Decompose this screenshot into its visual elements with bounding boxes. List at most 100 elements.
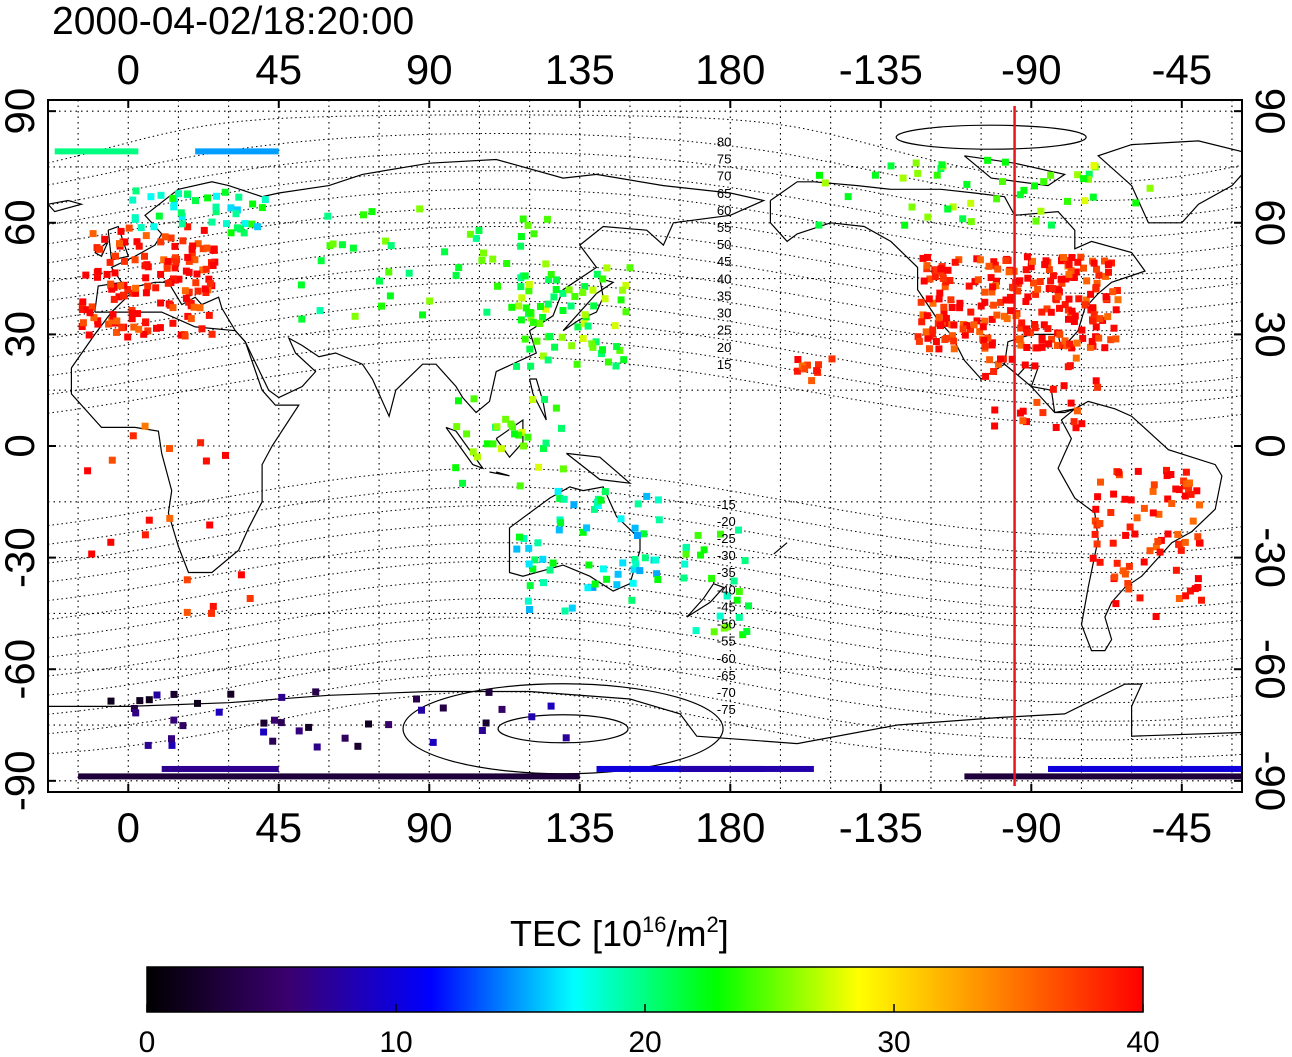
tec-cell: [533, 337, 541, 345]
tec-cell: [128, 309, 136, 317]
tec-cell: [1105, 268, 1112, 276]
tec-cell: [295, 727, 303, 735]
tec-cell: [1075, 295, 1083, 303]
tec-cell: [498, 705, 506, 713]
tec-cell: [1096, 558, 1104, 566]
tec-cell: [634, 532, 641, 539]
tec-cell: [967, 325, 974, 333]
tec-cell: [1008, 296, 1016, 304]
tec-cell: [1044, 325, 1052, 333]
tec-cell: [1091, 530, 1099, 538]
tec-cell: [1152, 613, 1160, 620]
tec-cell: [117, 282, 125, 290]
tec-cell: [1131, 530, 1139, 538]
lon-label-bottom: 0: [117, 804, 140, 851]
tec-cell: [156, 324, 164, 332]
tec-cell: [993, 311, 1001, 319]
tec-cell: [130, 705, 138, 712]
tec-cell: [271, 716, 278, 724]
tec-cell: [976, 256, 984, 264]
tec-cell: [559, 307, 567, 314]
tec-cell: [1022, 298, 1030, 305]
tec-cell: [828, 355, 836, 363]
tec-cell: [489, 255, 497, 263]
tec-cell: [933, 171, 941, 179]
tec-cell: [515, 431, 523, 439]
tec-cell: [919, 254, 927, 262]
tec-cell: [551, 343, 559, 351]
tec-cell: [1012, 312, 1020, 320]
tec-cell: [144, 282, 152, 290]
tec-cell: [1056, 304, 1063, 312]
tec-cell: [537, 303, 544, 310]
tec-cell: [654, 576, 662, 583]
tec-cell: [617, 515, 625, 523]
coastline-segment: [445, 426, 485, 470]
tec-cell: [237, 571, 245, 579]
tec-cell: [108, 317, 116, 325]
tec-cell: [942, 319, 950, 327]
tec-cell: [535, 463, 543, 471]
contour-label: 55: [717, 220, 731, 235]
tec-cell: [192, 279, 200, 287]
tec-cell: [735, 588, 743, 595]
tec-cell: [82, 271, 90, 279]
tec-cell: [170, 203, 178, 211]
tec-cell: [956, 304, 964, 312]
tec-cell: [511, 430, 519, 438]
tec-cell: [78, 306, 86, 313]
lon-label-top: 180: [695, 46, 765, 93]
tec-cell: [1024, 274, 1032, 282]
tec-cell: [508, 303, 516, 311]
tec-cell: [723, 592, 731, 600]
tec-cell: [603, 575, 611, 583]
magnetic-contour: [48, 523, 1242, 592]
tec-cell: [935, 295, 943, 303]
tec-cell: [697, 551, 704, 559]
tec-cell: [452, 271, 460, 279]
tec-cell: [1194, 575, 1202, 583]
tec-cell: [201, 285, 209, 293]
tec-cell: [1068, 254, 1076, 261]
tec-cell: [386, 292, 394, 300]
tec-cell: [1023, 328, 1031, 336]
tec-cell: [619, 559, 627, 567]
tec-cell: [107, 280, 115, 288]
colorbar: TEC [1016/m2] 0 10 20 30 40: [139, 912, 1160, 1057]
tec-cell: [1175, 595, 1183, 602]
tec-cell: [1168, 500, 1176, 507]
tec-cell: [720, 624, 728, 632]
tec-cell: [634, 500, 642, 508]
tec-cell: [1067, 399, 1075, 407]
tec-cell: [987, 274, 995, 282]
tec-cell: [1095, 334, 1103, 342]
coastline-segment: [1097, 140, 1242, 224]
contour-label: 65: [717, 186, 731, 201]
tec-cell: [1080, 175, 1088, 183]
tec-cell: [1095, 271, 1103, 279]
tec-cell: [540, 579, 547, 587]
tec-cell: [1042, 257, 1050, 265]
tec-cell: [1122, 531, 1130, 539]
tec-cell: [179, 722, 187, 730]
tec-cell: [681, 560, 689, 568]
magnetic-contour: [48, 579, 1242, 648]
tec-cell: [179, 237, 187, 245]
tec-cell: [298, 315, 306, 323]
tec-cell: [78, 323, 86, 330]
tec-cell: [550, 293, 558, 301]
contour-label: 45: [717, 254, 731, 269]
tec-cell: [965, 282, 973, 290]
tec-cell: [472, 234, 480, 242]
tec-cell: [1085, 170, 1093, 178]
tec-cell: [990, 368, 998, 375]
tec-cell: [190, 303, 198, 311]
tec-cell: [1155, 510, 1163, 518]
tec-cell: [630, 565, 638, 573]
tec-cell: [1115, 468, 1123, 476]
tec-cell: [1186, 479, 1193, 487]
tec-cell: [132, 187, 140, 195]
tec-cell: [1038, 308, 1046, 316]
tec-cell: [124, 286, 132, 293]
tec-cell: [1101, 344, 1109, 352]
